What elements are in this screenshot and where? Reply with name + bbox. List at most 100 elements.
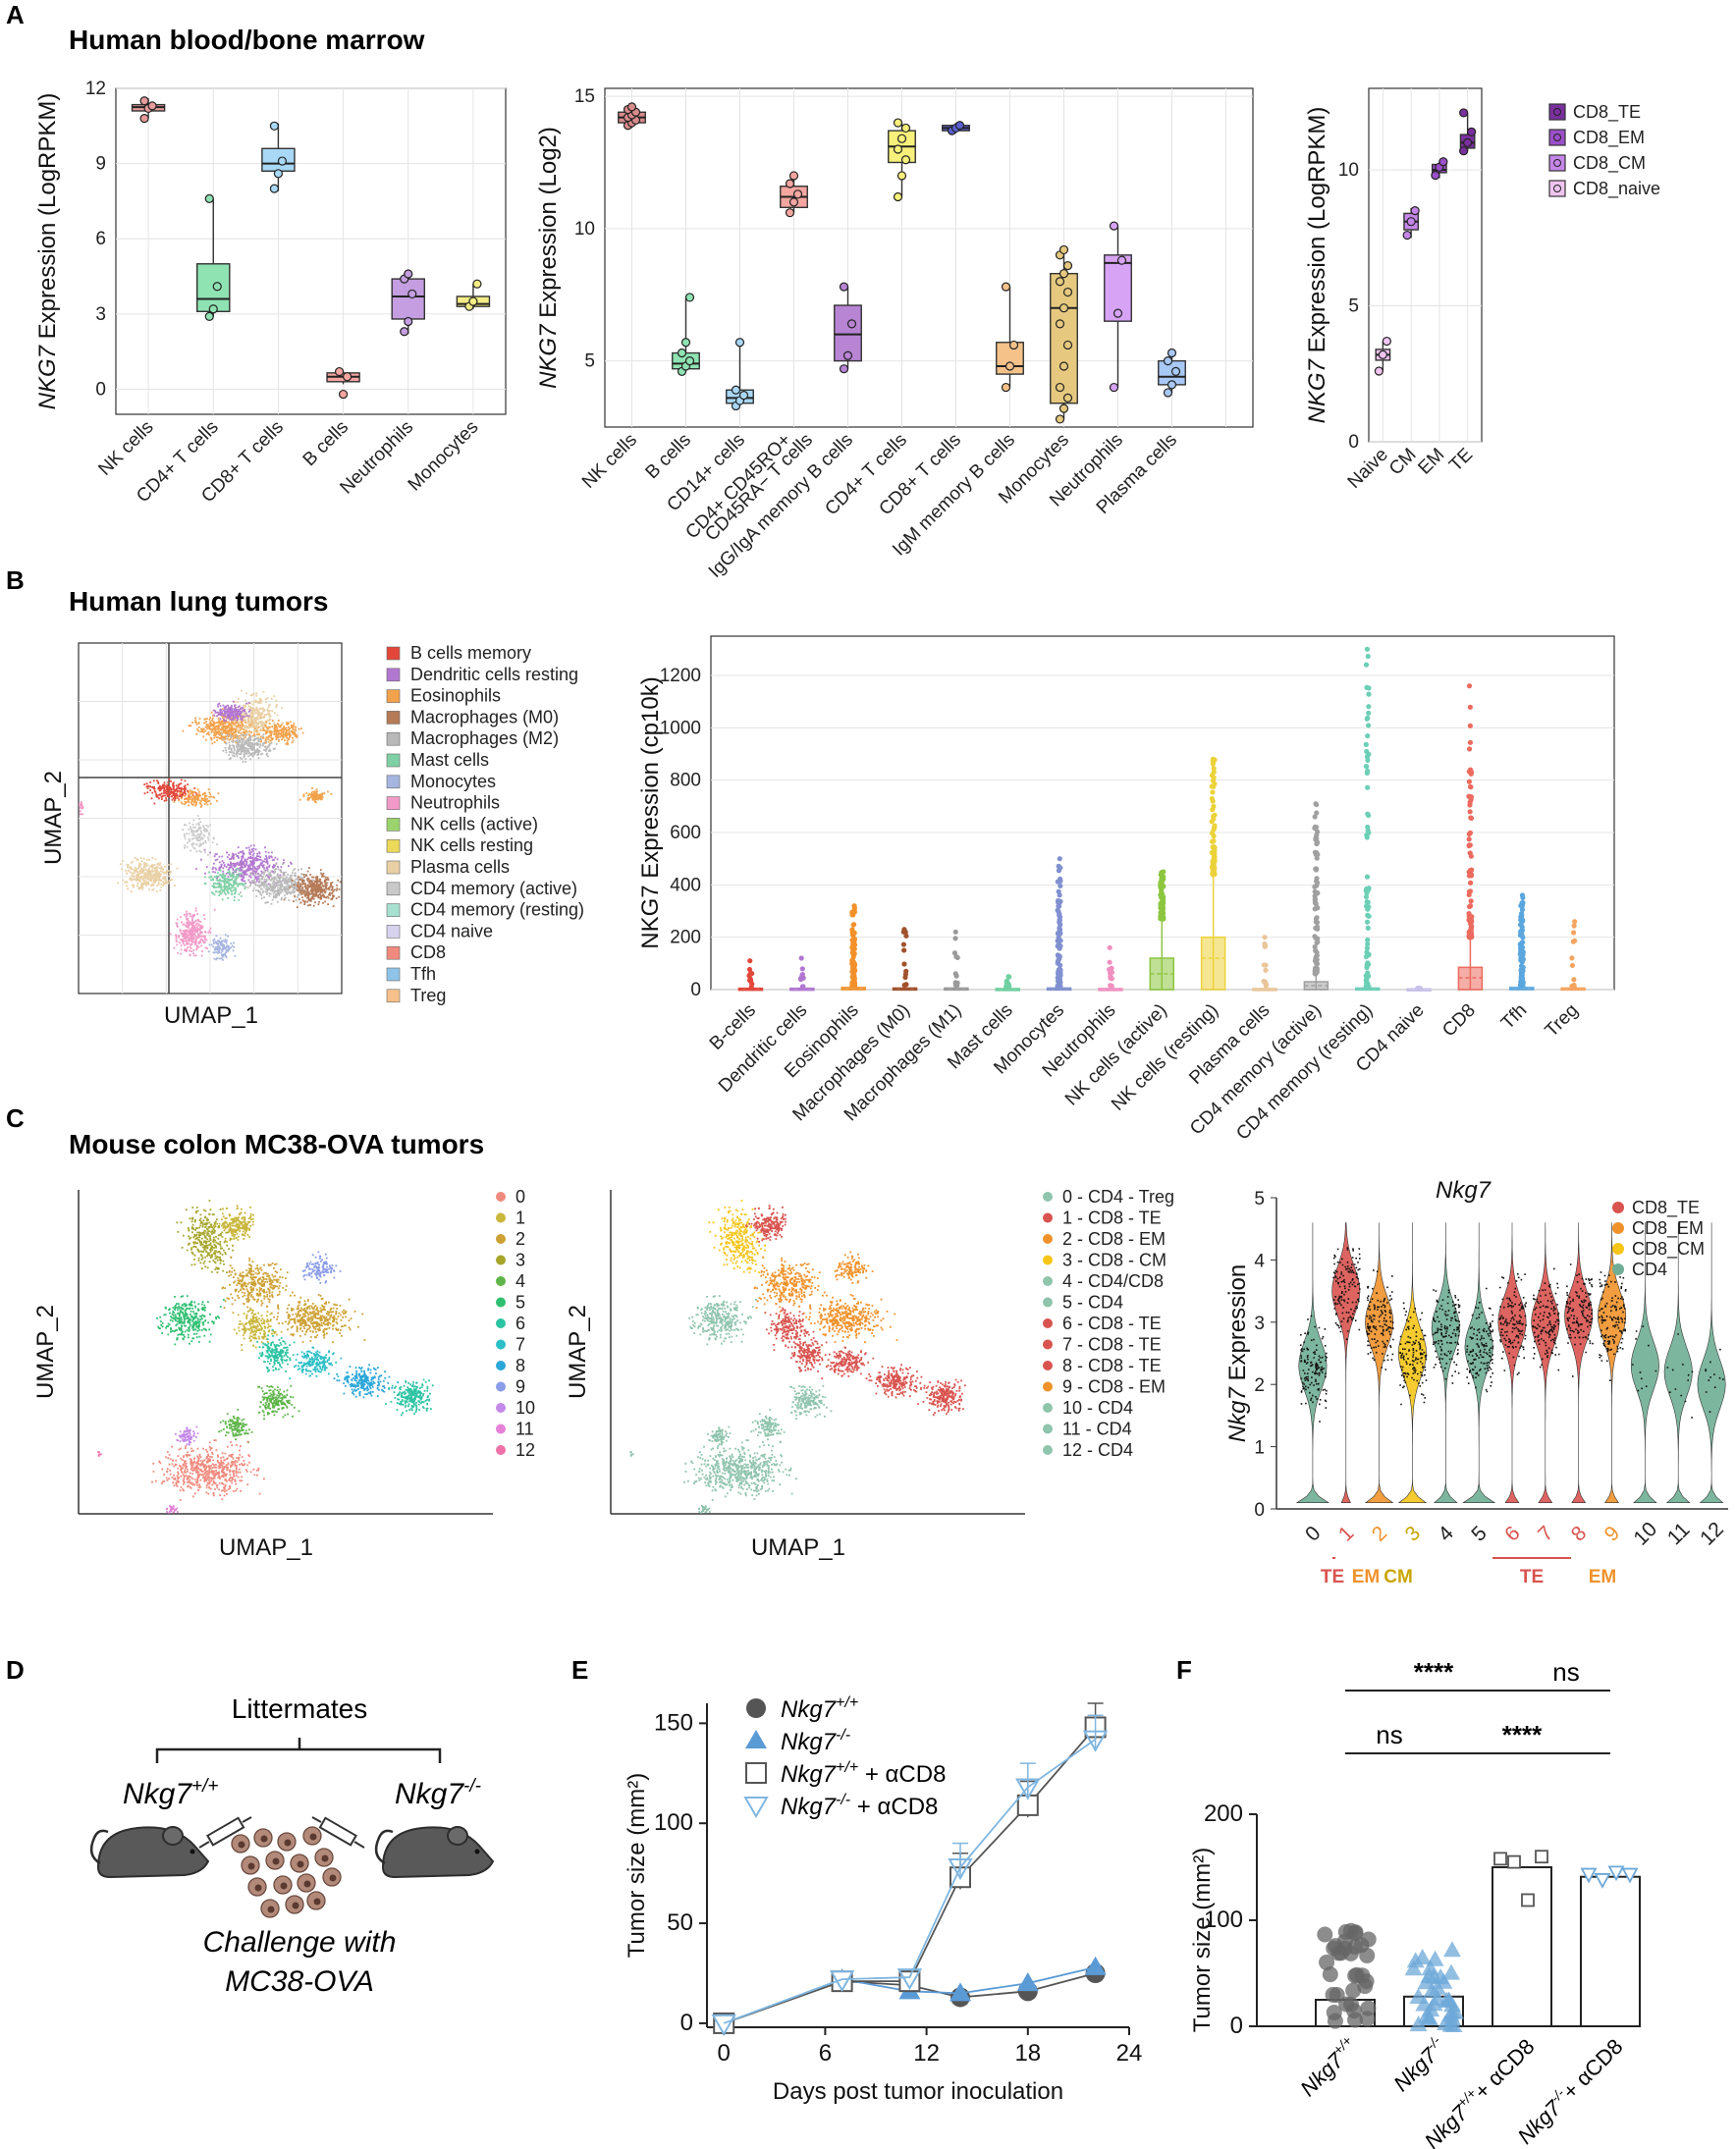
outlier-point [1469,867,1475,873]
data-point [1426,1950,1444,1966]
legend-sup: +/+ [836,1694,858,1711]
outlier-point [1467,739,1474,745]
wt-mouse-label: Nkg7+/+ [123,1776,219,1810]
data-point [342,372,353,382]
y-tick-label: 5 [584,351,595,372]
data-point [1360,1931,1377,1948]
significance-label: **** [1502,1720,1543,1749]
tumor-cell-nucleus [321,1854,329,1862]
data-point [1467,127,1477,136]
scatter-cluster [221,732,280,763]
outlier-point [1364,874,1371,880]
outlier-point [1056,908,1061,915]
scatter-cluster [333,1364,399,1399]
violin-shape [1431,1222,1460,1503]
data-point [1463,137,1473,147]
outlier-point [1365,951,1371,957]
legend-label: Eosinophils [410,686,501,706]
littermates-label: Littermates [232,1693,368,1724]
legend-swatch [386,689,401,703]
outlier-point [1211,775,1217,780]
legend-extra: + αCD8 [850,1794,938,1820]
outlier-point [1312,884,1318,889]
scatter-cluster [289,1346,343,1379]
outlier-point [900,929,906,935]
data-point [1374,366,1383,376]
data-point [626,102,637,112]
outlier-point [749,971,755,977]
x-tick-label: 4 [1434,1522,1458,1546]
marker-triangle [1016,1972,1039,1992]
legend-dot [1612,1202,1624,1213]
x-tick-label: 0 [1301,1522,1326,1546]
outlier-point [1058,898,1063,904]
outlier-point [1055,879,1060,885]
legend-dot [1612,1243,1624,1255]
legend-dot [1043,1339,1053,1350]
outlier-point [746,966,753,973]
data-point [1116,255,1127,265]
data-point [1001,382,1011,393]
outlier-point [952,929,958,935]
outlier-point [1109,983,1114,990]
data-point [1062,287,1073,297]
outlier-point [1315,890,1321,896]
marker-triangle-open [829,1970,855,1993]
outlier-point [1468,784,1474,790]
outlier-point [1057,892,1062,898]
challenge-line1: Challenge with [203,1926,397,1959]
outlier-point [1466,934,1472,940]
y-tick-label: 6 [95,229,106,249]
data-point [839,364,849,374]
violin-shape [1564,1222,1594,1503]
y-axis-label-gene: Nkg7 [1224,1386,1251,1443]
x-tick-label: 9 [1600,1522,1625,1546]
legend-dot [496,1424,506,1434]
data-point [893,144,903,154]
outlier-point [1263,967,1269,973]
outlier-point [1262,935,1268,940]
outlier-point [1518,915,1524,922]
x-tick-label: 11 [1663,1519,1695,1550]
legend-point [1553,185,1561,192]
outlier-point [1571,977,1577,983]
plot-frame [604,87,1254,428]
outlier-point [1312,897,1318,903]
jitter-points [1498,1273,1527,1375]
scatter-cluster [821,1346,875,1379]
x-tick-label: 12 [913,2040,940,2067]
scatter-cluster [182,815,218,856]
outlier-point [1468,872,1475,878]
legend-label: 5 - CD4 [1062,1293,1123,1313]
scatter-cluster [173,788,220,808]
panel-d-illustration: Littermates Nkg7+/+ Nkg7-/- [89,1693,495,1998]
legend-dot [1043,1318,1053,1328]
wt-label-name: Nkg7 [123,1778,192,1810]
jitter-points [1466,1287,1494,1393]
legend-label: 0 [515,1187,525,1207]
data-point [1062,340,1073,350]
scatter-cluster [230,689,284,748]
legend-dot [1612,1263,1624,1275]
data-point [684,356,695,366]
scatter-cluster [166,1505,179,1514]
legend-dot [496,1318,506,1328]
x-axis-label: UMAP_1 [164,1002,258,1029]
y-tick-label: 600 [670,823,701,843]
tumor-cell-nucleus [247,1862,255,1870]
outlier-point [1314,855,1320,861]
outlier-point [1519,903,1525,909]
outlier-point [1212,812,1218,818]
outlier-point [1570,939,1576,944]
data-point [1342,1996,1359,2013]
data-point [273,169,284,179]
data-point [1438,157,1448,167]
outlier-point [1363,887,1369,893]
data-point [677,348,687,358]
x-tick-label: Tfh [1497,1000,1531,1034]
legend-label: 5 [515,1293,525,1313]
data-point [1493,1852,1507,1866]
significance-label: ns [1376,1720,1402,1749]
tumor-cell-nucleus [297,1860,304,1868]
